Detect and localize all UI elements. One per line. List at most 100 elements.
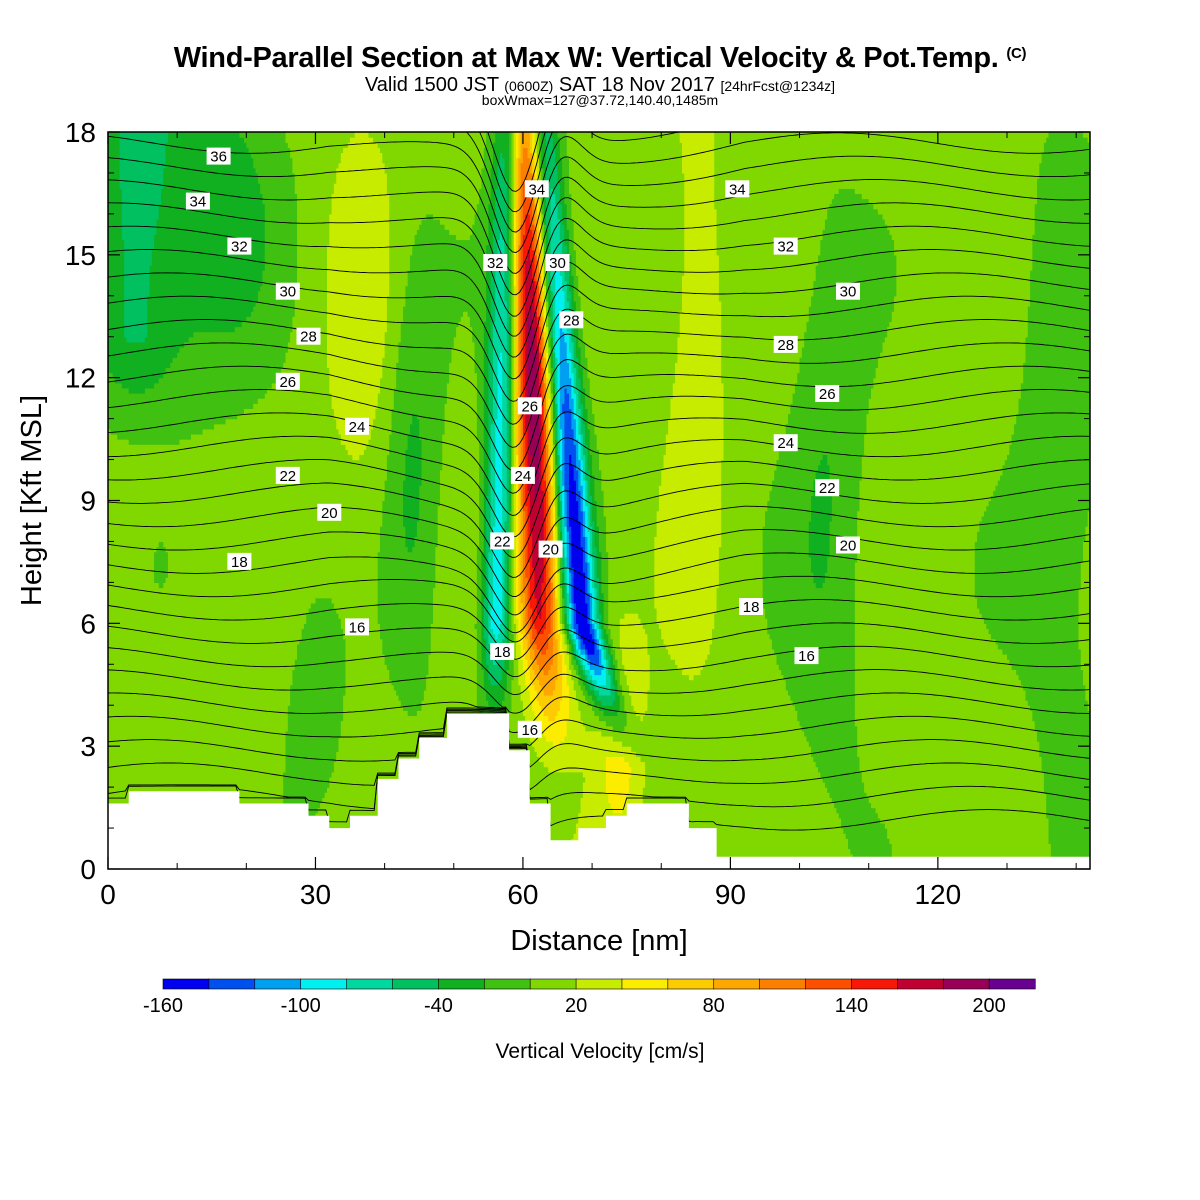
isentrope-line xyxy=(108,155,1090,274)
colorbar-swatch xyxy=(162,978,210,990)
terrain xyxy=(108,713,1090,869)
colorbar-tick-label: 80 xyxy=(703,995,725,1017)
contour-label-text: 30 xyxy=(549,255,566,272)
isentrope-line xyxy=(108,645,1090,696)
contour-label-text: 32 xyxy=(487,255,504,272)
chart-subtitle: Valid 1500 JST (0600Z) SAT 18 Nov 2017 [… xyxy=(364,74,836,96)
contour-label-text: 34 xyxy=(528,181,545,198)
contour-label: 24 xyxy=(773,434,798,452)
contour-label-text: 16 xyxy=(349,619,366,636)
contour-label-text: 24 xyxy=(777,435,794,452)
colorbar-swatch xyxy=(851,978,898,990)
isentrope-line xyxy=(108,707,1090,747)
colorbar-swatch xyxy=(438,978,485,990)
contour-label: 22 xyxy=(490,532,515,550)
isentrope-line xyxy=(108,435,1090,538)
contour-label: 16 xyxy=(794,647,819,665)
contour-label: 18 xyxy=(490,643,515,661)
y-tick-label: 6 xyxy=(80,608,96,639)
terrain-fill xyxy=(108,713,1090,869)
contour-label-text: 30 xyxy=(279,284,296,301)
contour-label-text: 20 xyxy=(321,505,338,522)
contour-label: 18 xyxy=(227,552,252,571)
colorbar-swatch xyxy=(300,978,348,990)
contour-label: 16 xyxy=(517,720,542,739)
isentrope-line xyxy=(108,411,1090,516)
x-tick-label: 60 xyxy=(507,879,538,910)
contour-label: 30 xyxy=(836,282,860,301)
y-tick-label: 0 xyxy=(80,854,96,885)
isentrope-line xyxy=(108,132,1090,253)
contour-label-text: 26 xyxy=(279,374,296,391)
contour-label-text: 18 xyxy=(743,599,760,616)
contour-label-text: 22 xyxy=(279,468,296,485)
colorbar-swatch xyxy=(667,978,715,990)
y-tick-label: 15 xyxy=(65,240,96,271)
contour-label-text: 28 xyxy=(777,337,794,354)
isentrope-line xyxy=(108,575,1090,643)
x-tick-label: 30 xyxy=(300,879,331,910)
contour-label: 22 xyxy=(815,479,840,497)
colorbar-label: Vertical Velocity [cm/s] xyxy=(496,1040,705,1063)
contour-label-text: 20 xyxy=(840,538,857,555)
x-tick-label: 120 xyxy=(914,879,961,910)
contour-label: 36 xyxy=(206,147,231,166)
contour-label: 34 xyxy=(185,192,210,211)
isentrope-line xyxy=(108,505,1090,597)
contour-label-text: 32 xyxy=(777,239,794,256)
contour-label: 20 xyxy=(317,503,342,522)
y-tick-label: 9 xyxy=(80,486,96,517)
contour-label: 34 xyxy=(524,180,549,198)
contour-label: 30 xyxy=(275,282,300,301)
x-tick-label: 0 xyxy=(100,879,116,910)
isentrope-line xyxy=(108,459,1090,558)
contour-label-text: 16 xyxy=(521,722,538,739)
colorbar-swatch xyxy=(759,978,807,990)
contour-label-text: 22 xyxy=(819,480,836,497)
isentrope-line xyxy=(465,132,681,233)
contour-label-text: 36 xyxy=(210,149,227,166)
isentrope-line xyxy=(108,708,1090,769)
y-tick-label: 12 xyxy=(65,363,96,394)
y-tick-label: 3 xyxy=(80,731,96,762)
contour-label-text: 34 xyxy=(729,181,746,198)
isentrope-line xyxy=(108,692,1090,733)
contour-label: 26 xyxy=(517,397,542,415)
colorbar-tick-label: 140 xyxy=(835,995,868,1017)
contour-label: 18 xyxy=(739,598,764,616)
colorbar-swatch xyxy=(529,978,577,990)
isentrope-line xyxy=(108,359,1090,471)
contour-label: 24 xyxy=(510,466,535,485)
colorbar-tick-label: -160 xyxy=(143,995,183,1017)
contour-label: 32 xyxy=(227,237,252,256)
contour-label-text: 24 xyxy=(515,468,532,485)
contour-label-text: 24 xyxy=(349,419,366,436)
isentrope-line xyxy=(108,711,1090,810)
contour-label: 28 xyxy=(296,327,321,346)
contour-label-text: 18 xyxy=(231,554,248,571)
contour-label-text: 34 xyxy=(190,194,207,211)
velocity-field xyxy=(108,132,1090,869)
isentrope-line xyxy=(108,197,1090,317)
contour-label: 16 xyxy=(345,618,369,636)
contour-label: 28 xyxy=(559,311,584,329)
isentrope-line xyxy=(108,261,1090,380)
colorbar-swatch xyxy=(805,978,853,990)
colorbar-swatch xyxy=(621,978,669,990)
contour-label: 30 xyxy=(545,254,570,272)
colorbar-swatch xyxy=(392,978,439,990)
contour-label-text: 26 xyxy=(819,386,836,403)
isentrope-line xyxy=(108,333,1090,448)
contour-label-text: 22 xyxy=(494,533,511,550)
isentrope-line xyxy=(108,552,1090,634)
contour-label: 32 xyxy=(773,237,798,256)
isentrope-line xyxy=(108,669,1090,714)
x-axis-label: Distance [nm] xyxy=(510,925,687,957)
colorbar-swatch xyxy=(942,978,990,990)
contour-label: 20 xyxy=(836,536,860,555)
isentrope-line xyxy=(108,622,1090,678)
y-axis-label: Height [Kft MSL] xyxy=(16,395,48,606)
isentrope-line xyxy=(108,176,1090,296)
